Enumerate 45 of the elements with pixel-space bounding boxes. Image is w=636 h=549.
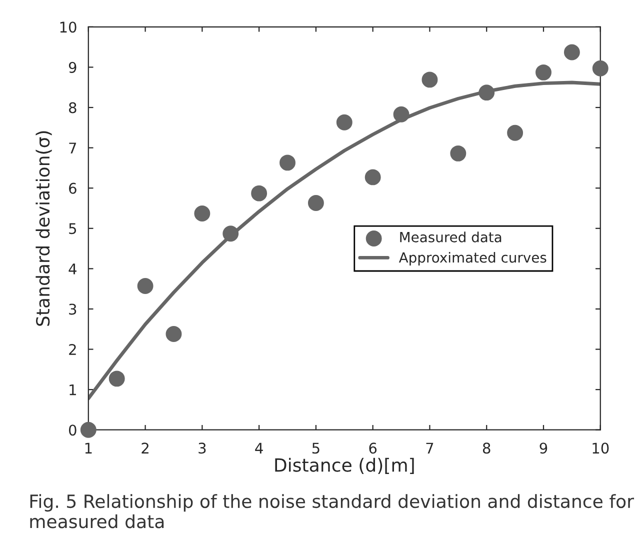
point [280, 154, 296, 171]
point [564, 44, 580, 60]
y-tick-label: 1 [70, 384, 76, 396]
y-tick-label: 9 [68, 62, 76, 73]
point [592, 60, 608, 76]
y-tick-label: 3 [69, 304, 76, 315]
x-tick-label: 4 [255, 442, 263, 454]
point [80, 422, 96, 438]
x-tick-label: 7 [426, 442, 434, 454]
point [166, 326, 182, 342]
y-tick-label: 7 [69, 142, 76, 154]
x-axis-title: Distance (d)[m] [275, 458, 414, 474]
caption: Fig. 5 Relationship of the noise standard deviation and distance for measured data [30, 494, 634, 528]
point [450, 145, 466, 162]
point [194, 205, 210, 222]
point [222, 226, 239, 242]
point [108, 370, 125, 387]
point [422, 72, 438, 88]
point [536, 64, 552, 80]
legend-label: Measured data [400, 232, 502, 242]
point [308, 195, 324, 211]
legend-label: Approximated curves [398, 252, 546, 266]
point [478, 84, 495, 101]
point [137, 278, 154, 294]
x-tick-label: 6 [369, 442, 377, 454]
x-tick-label: 10 [592, 442, 609, 454]
point [251, 185, 268, 202]
point [507, 124, 524, 141]
y-tick-label: 10 [60, 22, 76, 33]
point [393, 106, 410, 122]
x-tick-label: 9 [540, 442, 548, 454]
x-tick-label: 5 [312, 442, 320, 454]
y-tick-label: 2 [69, 344, 76, 355]
y-tick-label: 5 [69, 223, 76, 234]
point [336, 114, 352, 130]
y-tick-label: 6 [69, 182, 76, 194]
x-tick-label: 3 [198, 442, 206, 454]
y-tick-label: 0 [68, 424, 76, 436]
x-tick-label: 8 [482, 442, 490, 454]
x-tick-label: 1 [85, 442, 92, 454]
x-tick-label: 2 [142, 442, 148, 454]
y-tick-label: 8 [69, 102, 76, 114]
y-axis-title: Standard deviation(σ) [36, 131, 52, 326]
y-tick-label: 4 [68, 264, 76, 274]
point [364, 169, 381, 186]
